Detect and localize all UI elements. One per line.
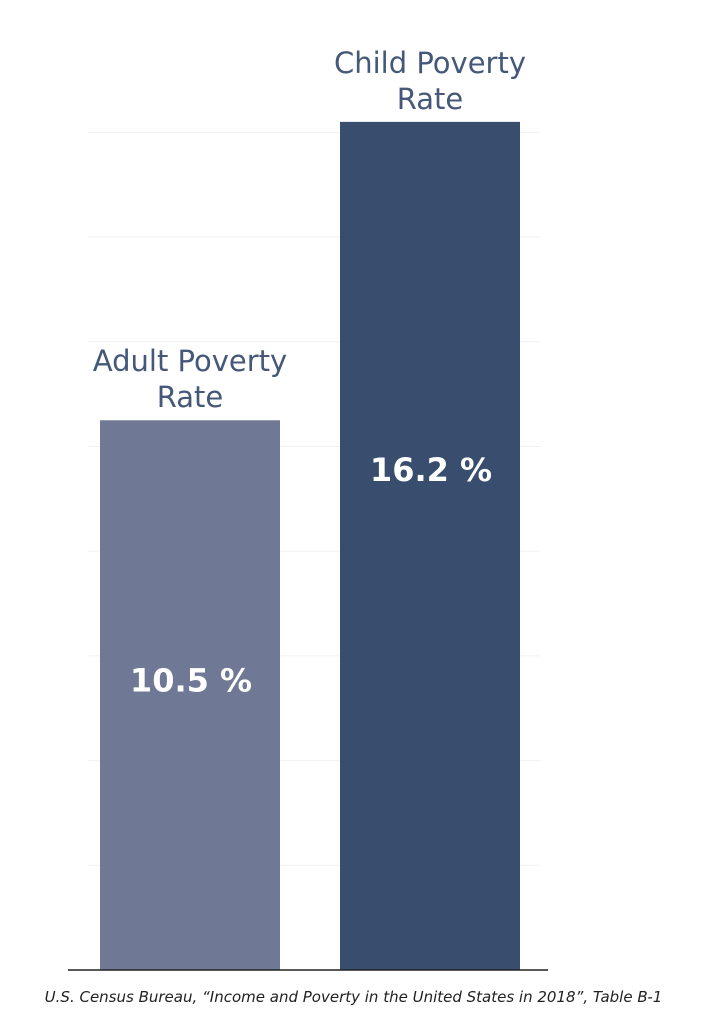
bar xyxy=(100,420,280,970)
category-label: Child Poverty Rate xyxy=(333,45,527,116)
bar xyxy=(340,121,520,971)
category-label: Adult Poverty Rate xyxy=(92,344,288,415)
value-label: 16.2 % xyxy=(370,451,492,489)
source: U.S. Census Bureau, “Income and Poverty … xyxy=(44,988,663,1006)
value-label: 10.5 % xyxy=(130,661,252,699)
